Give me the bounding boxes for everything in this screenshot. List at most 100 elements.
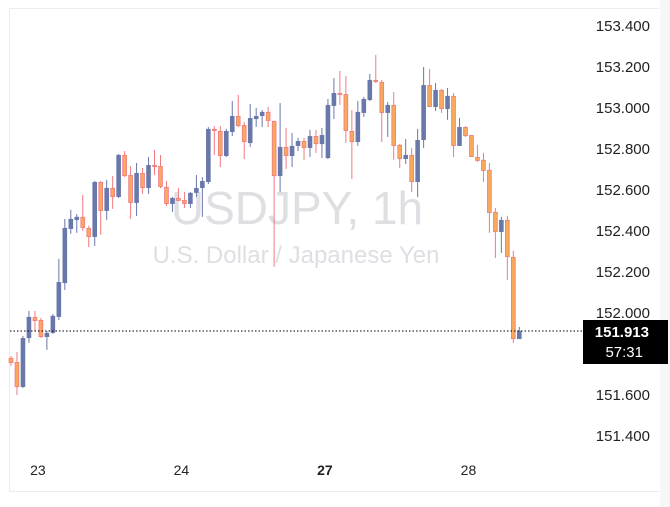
candle-body (146, 164, 151, 188)
candle-down (409, 147, 414, 193)
candle-down (140, 168, 145, 194)
candle-body (475, 156, 480, 161)
candle-down (110, 176, 115, 209)
candle-down (271, 120, 277, 267)
candle-body (307, 136, 313, 148)
candle-up (74, 213, 80, 233)
candle-down (212, 126, 217, 155)
candle-down (283, 127, 289, 169)
candle-up (457, 118, 462, 146)
candle-down (487, 162, 492, 233)
candle-body (32, 316, 38, 321)
candle-body (74, 216, 80, 220)
candle-body (38, 319, 44, 337)
candle-down (164, 180, 169, 206)
candle-body (403, 154, 408, 160)
candle-down (235, 94, 241, 128)
candle-down (469, 135, 474, 157)
candle-body (110, 187, 115, 197)
candle-body (445, 95, 450, 110)
candle-up (92, 180, 98, 246)
candle-up (415, 128, 420, 197)
candle-body (235, 115, 241, 127)
candle-up (56, 258, 62, 320)
candle-up (319, 127, 325, 159)
candle-up (104, 179, 109, 220)
candle-body (80, 216, 86, 228)
y-tick-label: 151.600 (596, 387, 650, 404)
candle-down (511, 250, 516, 343)
candle-body (397, 144, 402, 160)
candle-body (116, 154, 121, 197)
candle-body (283, 146, 289, 156)
y-tick-label: 152.800 (596, 141, 650, 158)
candle-body (194, 187, 199, 193)
candle-body (164, 186, 169, 204)
candle-up (325, 98, 331, 160)
price-axis[interactable]: 153.400 153.200 153.000 152.800 152.600 152.4… (596, 18, 650, 445)
candle-down (217, 126, 223, 168)
x-tick-label: 24 (174, 462, 190, 478)
candle-body (188, 192, 193, 204)
candle-body (92, 182, 98, 237)
candle-body (134, 172, 139, 203)
candle-body (433, 89, 438, 107)
candle-down (158, 154, 163, 188)
candle-up (403, 138, 408, 164)
candle-up (200, 177, 205, 217)
candle-body (421, 85, 426, 140)
candle-down (98, 180, 104, 235)
candle-body (176, 197, 181, 201)
candle-body (301, 141, 307, 148)
candle-body (391, 104, 397, 146)
candle-body (511, 257, 516, 340)
candle-body (26, 316, 32, 339)
candle-down (86, 225, 92, 247)
candle-body (457, 127, 462, 146)
candle-body (385, 104, 391, 113)
candle-body (50, 315, 56, 333)
x-tick-label: 27 (317, 462, 333, 478)
candle-body (44, 332, 50, 337)
candle-down (349, 110, 355, 179)
candle-body (122, 154, 127, 177)
time-axis[interactable]: 23 24 27 28 (30, 462, 476, 478)
current-price-label (583, 320, 668, 364)
candle-down (397, 143, 402, 169)
bar-countdown: 57:31 (605, 344, 643, 361)
candle-down (373, 54, 379, 83)
candle-up (433, 82, 438, 112)
candle-body (379, 81, 385, 113)
candle-body (68, 218, 74, 229)
candle-body (259, 111, 265, 116)
candle-up (307, 129, 313, 157)
y-tick-label: 152.400 (596, 223, 650, 240)
candle-up (289, 133, 295, 168)
candle-down (176, 187, 181, 201)
candle-body (319, 135, 325, 145)
y-tick-label: 153.400 (596, 18, 650, 35)
candle-up (188, 192, 193, 209)
y-tick-label: 152.600 (596, 182, 650, 199)
x-tick-label: 23 (30, 462, 46, 478)
candle-down (391, 92, 397, 160)
candle-body (343, 94, 349, 131)
candle-down (122, 151, 127, 178)
candle-down (379, 79, 385, 143)
candle-body (271, 120, 277, 177)
candle-body (463, 127, 468, 137)
candle-up (206, 127, 211, 185)
candle-up (421, 67, 426, 148)
candle-body (265, 111, 271, 121)
candle-up (367, 73, 373, 102)
candle-up (26, 310, 32, 343)
candle-down (32, 310, 38, 332)
candle-up (223, 128, 229, 157)
candle-body (212, 128, 217, 131)
candle-up (499, 216, 504, 253)
candle-body (373, 79, 379, 82)
candle-down (475, 144, 480, 162)
candle-down (463, 126, 468, 137)
y-tick-label: 153.200 (596, 59, 650, 76)
